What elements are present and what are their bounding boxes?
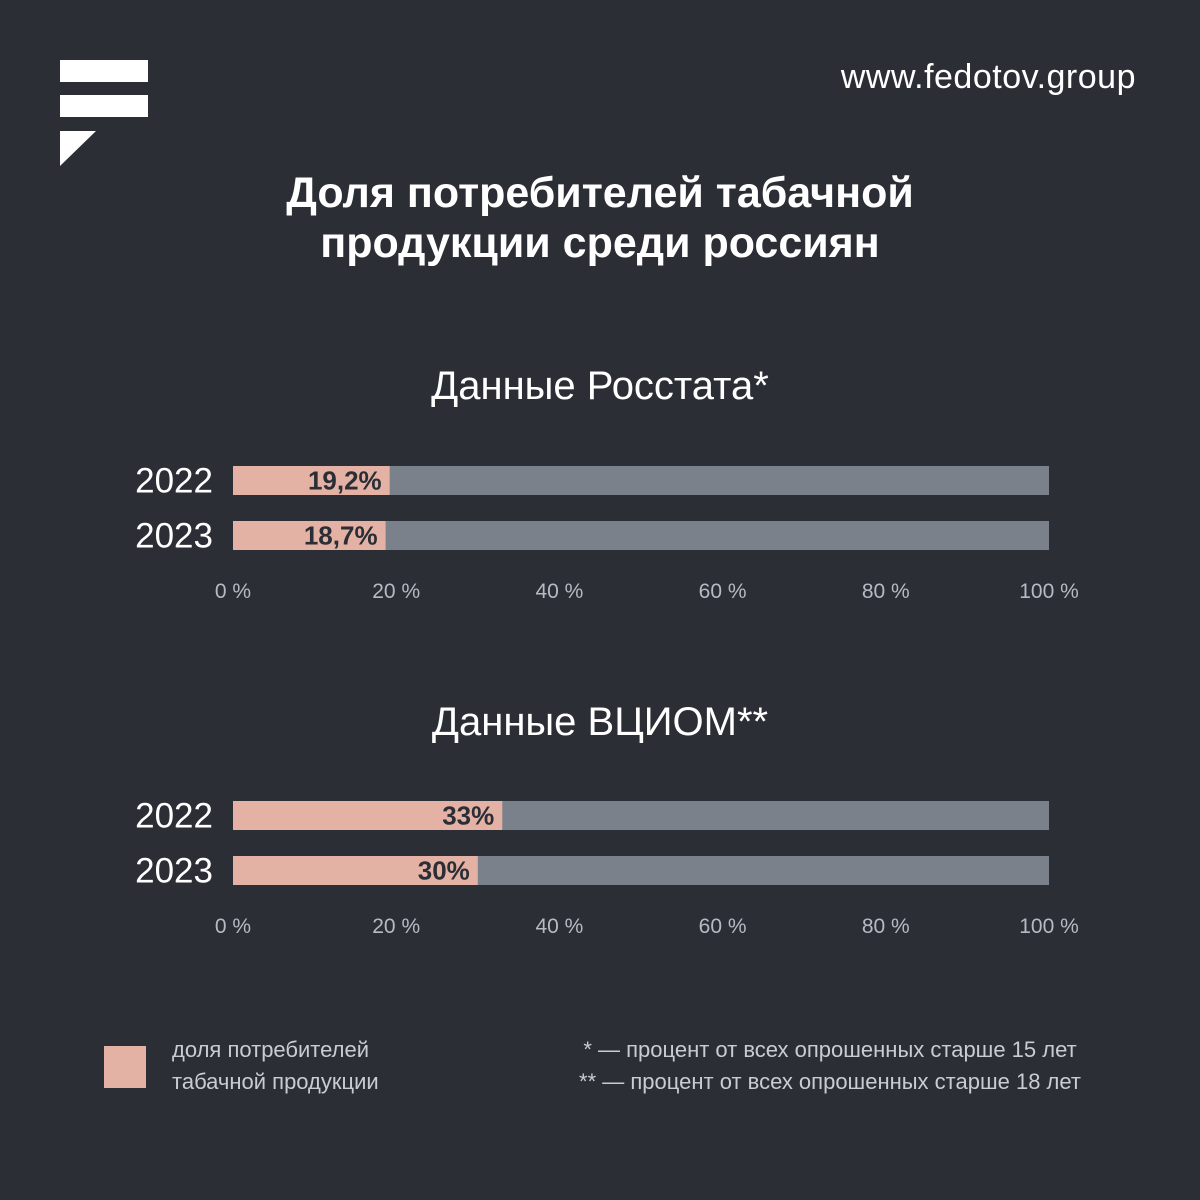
page-title-line: Доля потребителей табачной <box>286 169 914 217</box>
value-label: 19,2% <box>308 466 382 496</box>
legend-label-line: табачной продукции <box>172 1069 379 1094</box>
value-label: 33% <box>442 801 494 831</box>
x-tick-label: 0 % <box>215 580 251 603</box>
bar-share <box>233 466 390 495</box>
bar-share <box>233 856 478 885</box>
x-tick-label: 20 % <box>372 580 420 603</box>
page-title: Доля потребителей табачной продукции сре… <box>0 168 1200 268</box>
value-label: 18,7% <box>304 521 378 551</box>
chart-vciom: 2022 33% 2023 30% 0 % 20 % 40 % 60 % 80 % 100 % <box>135 797 1079 939</box>
chart-title-rosstat: Данные Росстата* <box>431 364 769 408</box>
chart-title-vciom: Данные ВЦИОМ** <box>431 700 769 744</box>
year-label: 2022 <box>135 462 213 501</box>
legend-label: доля потребителей табачной продукции <box>172 1034 472 1098</box>
footnote: * — процент от всех опрошенных старше 15… <box>583 1037 1077 1062</box>
bar-share <box>233 801 503 830</box>
chart-rosstat: 2022 19,2% 2023 18,7% 0 % 20 % 40 % 60 % 80 % 100… <box>135 462 1079 604</box>
year-label: 2023 <box>135 852 213 891</box>
footnote: ** — процент от всех опрошенных старше 1… <box>579 1069 1081 1094</box>
x-tick-label: 20 % <box>372 915 420 938</box>
x-tick-label: 100 % <box>1019 915 1079 938</box>
x-tick-label: 80 % <box>862 580 910 603</box>
bar-share <box>233 521 386 550</box>
page-title-line: продукции среди россиян <box>320 219 880 267</box>
year-label: 2023 <box>135 517 213 556</box>
legend-label-line: доля потребителей <box>172 1037 370 1062</box>
x-tick-label: 40 % <box>535 915 583 938</box>
x-tick-label: 0 % <box>215 915 251 938</box>
x-tick-label: 40 % <box>535 580 583 603</box>
legend-swatch <box>104 1046 146 1088</box>
x-tick-label: 80 % <box>862 915 910 938</box>
value-label: 30% <box>418 856 470 886</box>
x-tick-label: 60 % <box>699 915 747 938</box>
website-link[interactable]: www.fedotov.group <box>840 58 1136 96</box>
x-tick-label: 60 % <box>699 580 747 603</box>
brand-logo-icon <box>60 60 148 166</box>
year-label: 2022 <box>135 797 213 836</box>
footnotes: * — процент от всех опрошенных старше 15… <box>520 1034 1140 1098</box>
x-tick-label: 100 % <box>1019 580 1079 603</box>
